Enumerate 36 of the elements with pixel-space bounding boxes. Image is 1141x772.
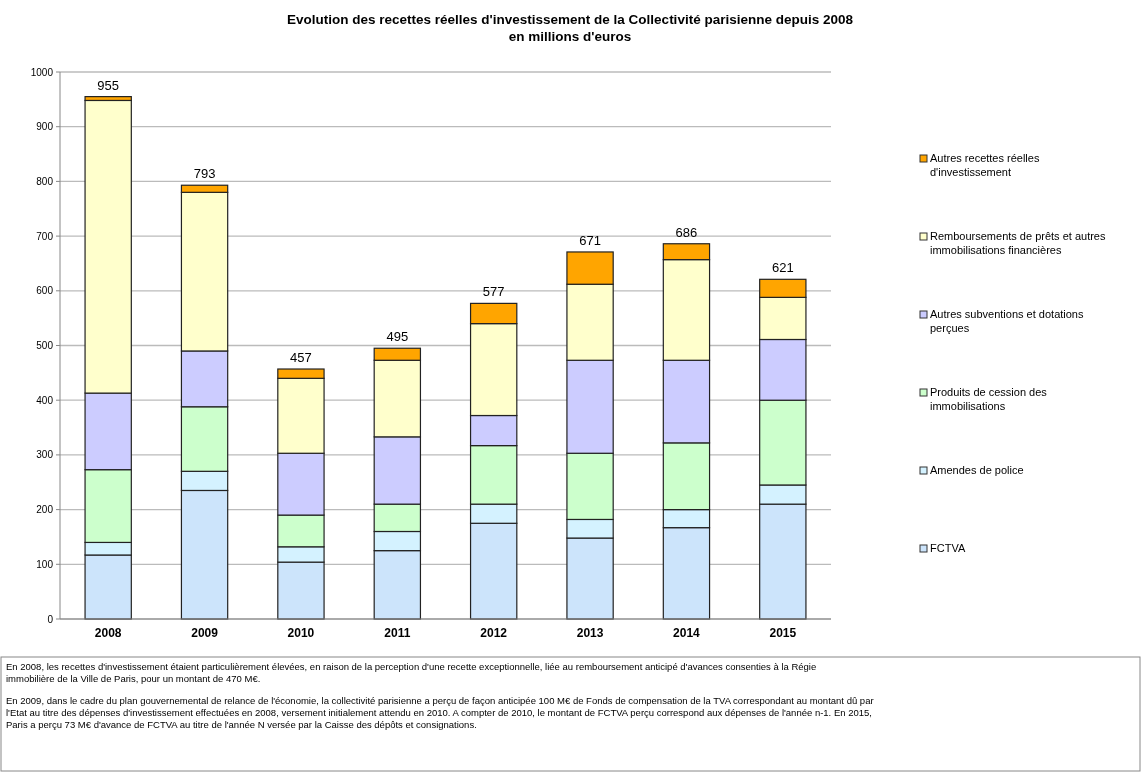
y-tick-label: 900: [36, 121, 54, 133]
text: En 2009, dans le cadre du plan gouvernemental de relance de l'économie, la collectivité parisienne a perçu de façon anticipée 100 M€ de Fonds de compensation de la TVA correspondant au montant dû par l'Etat au titre des dépenses d'investissement effectuées en 2008, versement initialement attendu en 2010. A compter de 2010, le montant de FCTVA perçu correspond aux dépenses de l'année n-1. En 2015, Paris a perçu 73 M€ d'avance de FCTVA au titre de l'année N versée par la Caisse des dépôts et consignations.: [6, 695, 874, 730]
x-tick-label: 2010: [287, 626, 315, 640]
y-tick-label: 0: [47, 613, 54, 625]
total-label: 577: [482, 284, 505, 300]
x-tick-label: 2013: [576, 626, 604, 640]
total-label: 671: [579, 232, 601, 248]
total-label: 495: [386, 329, 409, 345]
y-tick-label: 500: [36, 340, 54, 351]
total-label: 686: [675, 224, 698, 240]
legend-label: FCTVA: [930, 542, 966, 554]
y-tick-label: 600: [36, 285, 54, 297]
x-tick-label: 2015: [769, 626, 797, 640]
total-label: 955: [97, 77, 120, 93]
y-tick-label: 1000: [30, 66, 54, 78]
x-tick-label: 2008: [94, 626, 122, 640]
chart-title: Evolution des recettes réelles d'investissement de la Collectivité parisienne depuis 2008 en millions d'euros: [287, 12, 854, 44]
legend-label: Amendes de police: [930, 464, 1024, 476]
legend-label: Produits de cession des immobilisations: [930, 386, 1048, 412]
legend-label: Remboursements de prêts et autres immobilisations financières: [930, 230, 1106, 256]
y-tick-label: 800: [36, 175, 54, 187]
x-tick-label: 2014: [673, 626, 701, 640]
total-label: 621: [771, 260, 794, 276]
total-label: 793: [193, 166, 216, 182]
legend-label: Autres recettes réelles d'investissement: [930, 152, 1040, 178]
y-tick-label: 200: [36, 504, 54, 516]
text: En 2008, les recettes d'investissement étaient particulièrement élevées, en raison de la perception d'une recette exceptionnelle, liée au remboursement anticipé d'avances consenties à la Régie immobilière de la Ville de Paris, pour un montant de 470 M€.: [6, 661, 817, 684]
x-tick-label: 2011: [384, 626, 411, 640]
y-tick-label: 700: [36, 230, 54, 242]
y-tick-label: 100: [36, 558, 54, 570]
y-tick-label: 300: [36, 449, 54, 461]
total-label: 457: [290, 350, 312, 366]
legend-label: Autres subventions et dotations perçues: [930, 308, 1084, 334]
x-tick-label: 2009: [191, 626, 219, 640]
y-tick-label: 400: [36, 394, 54, 406]
x-tick-label: 2012: [480, 626, 508, 640]
